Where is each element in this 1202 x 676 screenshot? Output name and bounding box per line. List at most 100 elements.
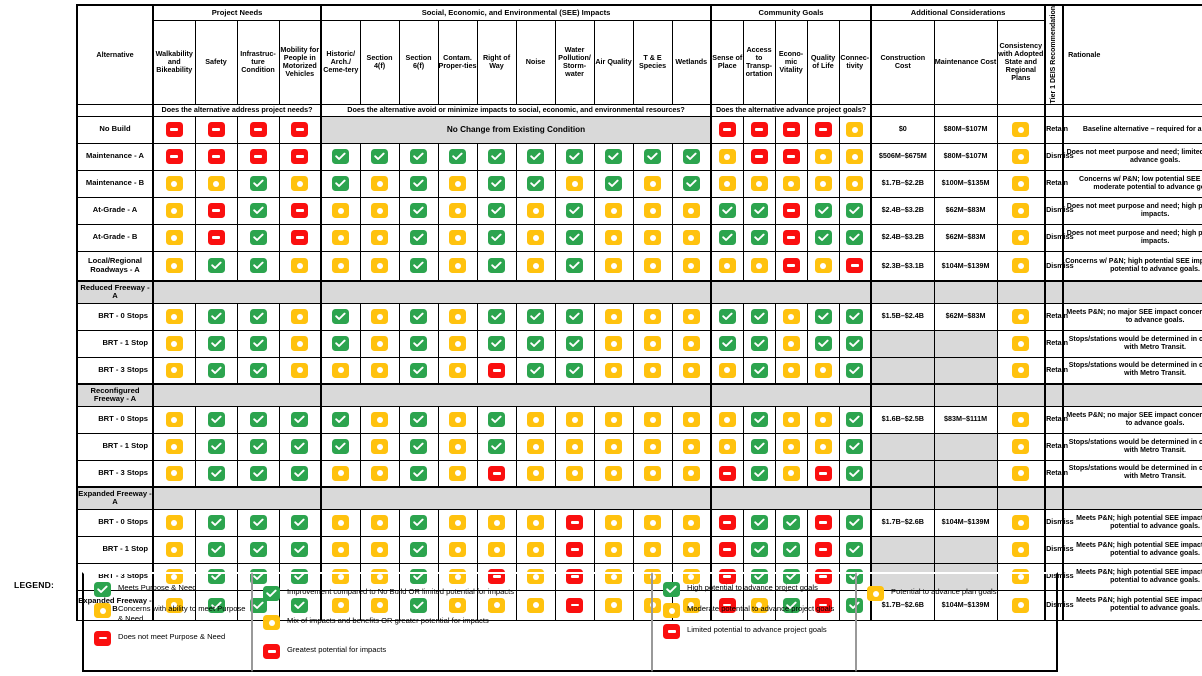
rating-cell-check [398, 302, 439, 331]
rating-cell-check [236, 459, 280, 488]
check-icon [410, 230, 428, 246]
minus-icon [846, 258, 864, 274]
dot-glyph [296, 340, 303, 347]
rating-cell-check [398, 589, 439, 621]
table-row: No Build No Change from Existing Conditio… [76, 115, 1202, 144]
dot-icon [488, 515, 506, 531]
minus-icon [207, 203, 225, 219]
dot-icon [644, 439, 662, 455]
minus-glyph [723, 471, 732, 475]
rating-cell-dot [359, 432, 400, 461]
rating-cell-dot [515, 508, 556, 537]
rating-cell-check [742, 356, 776, 385]
dot-glyph [171, 340, 178, 347]
check-icon [449, 149, 467, 165]
construction-cost: $1.7B–$2.6B [870, 589, 935, 621]
rating-cell-check [671, 142, 712, 171]
rationale-text: Stops/stations would be determined in co… [1062, 459, 1202, 488]
tier-recommendation: Retain [1044, 432, 1068, 461]
alternative-name: BRT - 0 Stops [76, 405, 154, 434]
minus-glyph [723, 575, 732, 578]
dot-glyph [1017, 367, 1024, 374]
dot-glyph [788, 313, 795, 320]
dot-icon [566, 465, 584, 481]
dot-glyph [532, 470, 539, 477]
minus-icon [782, 203, 800, 219]
dot-icon [371, 258, 389, 274]
dot-icon [291, 309, 309, 325]
rating-cell-check [515, 329, 556, 358]
tier-recommendation: Retain [1044, 459, 1068, 488]
rating-cell-check [838, 405, 872, 434]
tier-recommendation: Retain [1044, 169, 1068, 198]
construction-cost [870, 356, 935, 385]
rationale-text: Does not meet purpose and need; limited … [1062, 142, 1202, 171]
dot-icon [527, 412, 545, 428]
dot-glyph [1017, 126, 1024, 133]
rating-cell-dot [671, 302, 712, 331]
rating-cell-minus [774, 142, 808, 171]
rating-cell-check [194, 535, 238, 564]
section-blank-cell [996, 383, 1046, 407]
dot-icon [371, 176, 389, 192]
dot-icon [165, 362, 183, 378]
dot-glyph [610, 443, 617, 450]
section-blank-cell [870, 383, 935, 407]
dot-icon [682, 465, 700, 481]
section-blank-cell [710, 486, 872, 510]
rating-cell-check [476, 169, 517, 198]
rating-cell-dot [671, 329, 712, 358]
section-blank-cell [320, 383, 712, 407]
minus-icon [814, 122, 832, 138]
minus-glyph [819, 471, 828, 475]
dot-glyph [571, 416, 578, 423]
rating-cell-minus [194, 223, 238, 252]
dot-glyph [376, 313, 383, 320]
rating-cell-check [398, 405, 439, 434]
maintenance-cost [933, 329, 998, 358]
rating-cell-dot [320, 223, 361, 252]
rationale-text: Stops/stations would be determined in co… [1062, 356, 1202, 385]
dot-icon [644, 203, 662, 219]
dot-icon [449, 309, 467, 325]
dot-glyph [454, 573, 461, 580]
alternative-header: Alternative [76, 3, 154, 105]
group-additional-considerations: Additional Considerations [870, 4, 1046, 22]
dot-icon [332, 258, 350, 274]
dot-icon [371, 412, 389, 428]
dot-glyph [688, 313, 695, 320]
table-row: BRT - 1 Stop Dismiss Meets P&N; high poten… [76, 535, 1202, 564]
minus-icon [718, 465, 736, 481]
dot-icon [718, 439, 736, 455]
rating-cell-dot [838, 169, 872, 198]
legend-item-text: High potential to advance project goals [687, 583, 818, 592]
dot-icon [371, 439, 389, 455]
rating-cell-check [236, 508, 280, 537]
legend-item: Meets Purpose & Need [84, 582, 251, 597]
dot-icon [332, 203, 350, 219]
dot-glyph [1017, 262, 1024, 269]
section-blank-cell [870, 486, 935, 510]
legend-item: Limited potential to advance project goa… [653, 624, 855, 639]
check-icon [682, 149, 700, 165]
check-icon [782, 597, 800, 613]
dot-icon [644, 515, 662, 531]
question-blank-4 [1044, 103, 1064, 117]
dot-icon [291, 362, 309, 378]
section-blank-cell [933, 383, 998, 407]
check-icon [527, 336, 545, 352]
maintenance-cost: $80M–$107M [933, 142, 998, 171]
rationale-text: Meets P&N; no major SEE impact concerns;… [1062, 405, 1202, 434]
dot-glyph [376, 519, 383, 526]
rating-cell-check [742, 405, 776, 434]
rating-cell-dot [152, 169, 196, 198]
rating-cell-check [742, 508, 776, 537]
minus-glyph [570, 575, 579, 578]
minus-icon [814, 597, 832, 613]
rating-cell-check [236, 169, 280, 198]
minus-icon [718, 122, 736, 138]
rating-cell-dot [806, 142, 840, 171]
rating-cell-check [838, 329, 872, 358]
rating-cell-check [515, 142, 556, 171]
